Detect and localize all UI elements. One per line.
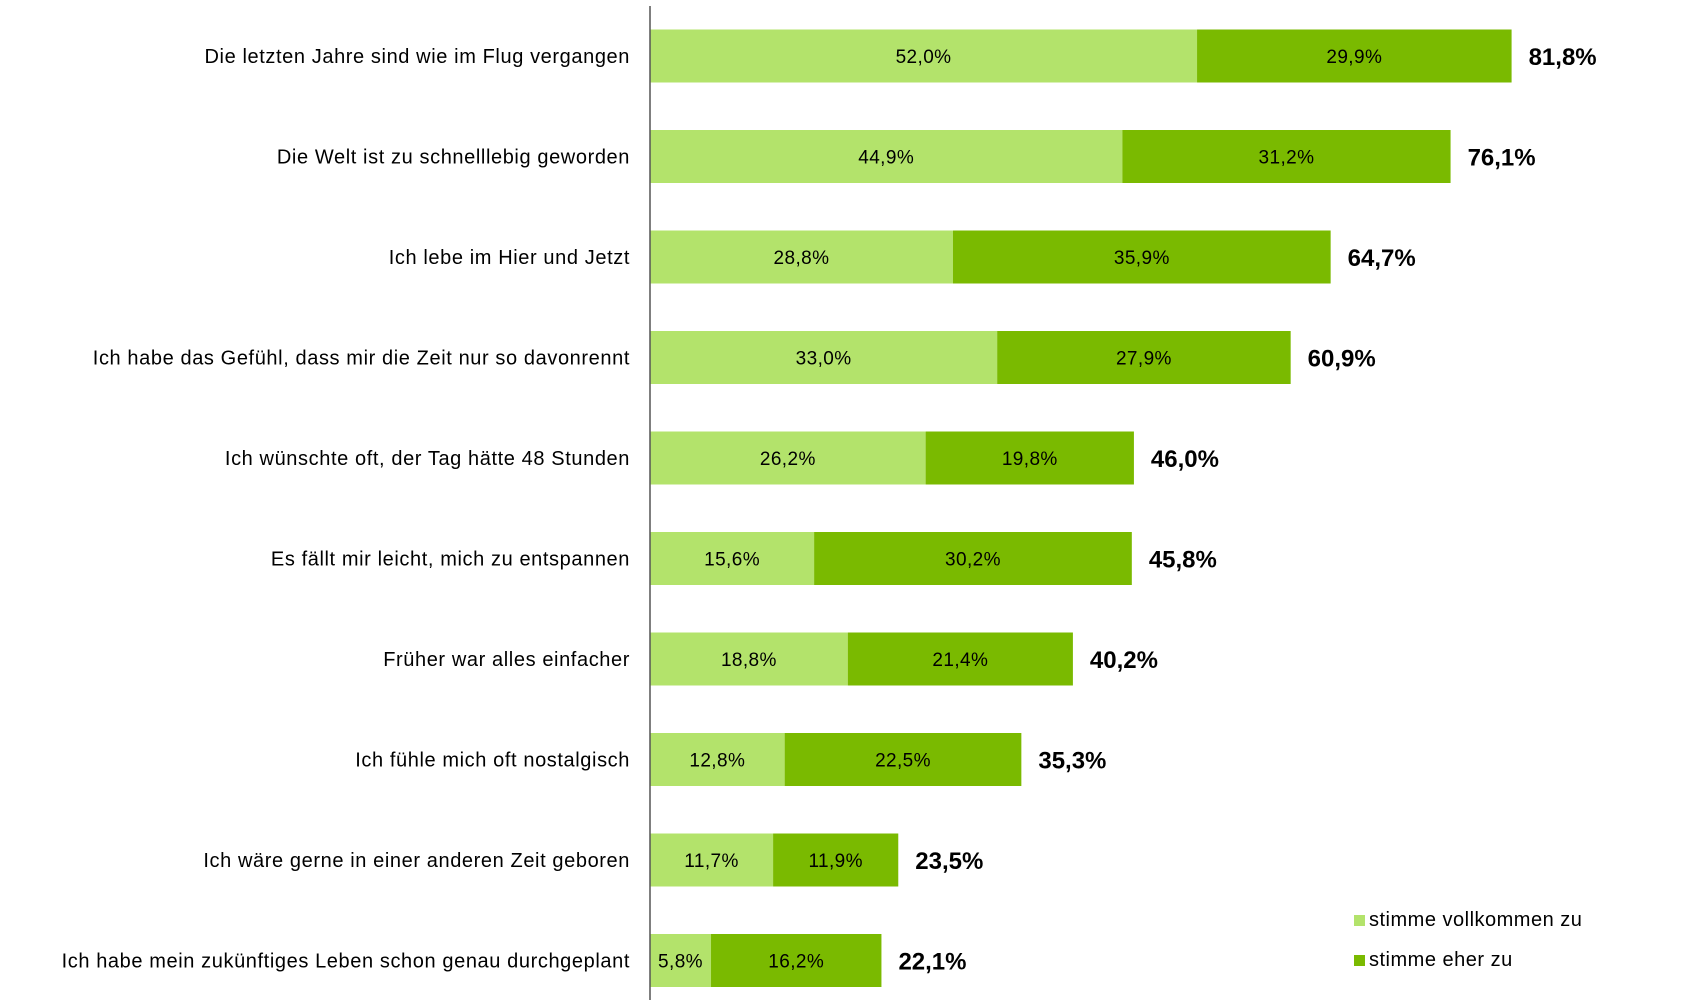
bar-segment-eher <box>847 632 1073 686</box>
bar-data-label: 16,2% <box>768 952 824 973</box>
bar-data-label: 12,8% <box>689 751 745 772</box>
bar-segment-vollkommen <box>650 733 785 786</box>
bar-segment-eher <box>784 733 1022 786</box>
category-label: Ich wäre gerne in einer anderen Zeit geb… <box>203 850 630 872</box>
bar-data-label: 35,9% <box>1114 248 1170 269</box>
legend-swatch <box>1354 955 1365 966</box>
category-label: Es fällt mir leicht, mich zu entspannen <box>271 549 630 571</box>
bar-segment-eher <box>1197 29 1512 83</box>
bar-total-label: 76,1% <box>1468 145 1536 172</box>
bar-data-label: 28,8% <box>774 248 830 269</box>
legend-swatch <box>1354 915 1365 926</box>
bar-total-label: 81,8% <box>1529 44 1597 71</box>
bar-total-label: 46,0% <box>1151 446 1219 473</box>
bar-total-label: 45,8% <box>1149 547 1217 574</box>
category-label: Ich fühle mich oft nostalgisch <box>355 750 630 772</box>
bar-total-label: 64,7% <box>1348 245 1416 272</box>
bar-segment-eher <box>711 934 882 987</box>
bar-data-label: 5,8% <box>658 952 703 973</box>
bar-segment-vollkommen <box>650 331 998 384</box>
bar-data-label: 31,2% <box>1259 148 1315 169</box>
bar-segment-eher <box>814 532 1132 585</box>
bar-area: 52,0% 29,9% 81,8% 44,9% 31,2% 76,1% 28,8% 35,9%… <box>650 29 1597 987</box>
bar-data-label: 26,2% <box>760 449 816 470</box>
bar-data-label: 30,2% <box>945 550 1001 571</box>
bar-segment-vollkommen <box>650 833 774 887</box>
bar-total-label: 22,1% <box>898 949 966 976</box>
bar-segment-eher <box>952 230 1331 284</box>
bar-data-label: 22,5% <box>875 751 931 772</box>
bar-data-label: 19,8% <box>1002 449 1058 470</box>
bar-data-label: 11,9% <box>808 851 862 872</box>
bar-total-label: 60,9% <box>1308 346 1376 373</box>
bar-segment-vollkommen <box>650 532 815 585</box>
category-label: Die Welt ist zu schnelllebig geworden <box>277 147 630 169</box>
category-label: Ich lebe im Hier und Jetzt <box>389 247 630 269</box>
category-label: Ich habe das Gefühl, dass mir die Zeit n… <box>93 348 630 370</box>
bar-segment-vollkommen <box>650 130 1123 183</box>
bar-segment-vollkommen <box>650 230 953 284</box>
bar-data-label: 21,4% <box>932 650 988 671</box>
category-label: Ich habe mein zukünftiges Leben schon ge… <box>62 951 630 973</box>
bar-segment-eher <box>773 833 899 887</box>
bar-data-label: 52,0% <box>896 47 952 68</box>
bar-data-label: 11,7% <box>684 851 738 872</box>
bar-data-label: 18,8% <box>721 650 777 671</box>
bar-segment-eher <box>925 431 1134 485</box>
bar-data-label: 27,9% <box>1116 349 1172 370</box>
legend: stimme vollkommen zu stimme eher zu <box>1354 909 1582 971</box>
category-label: Ich wünschte oft, der Tag hätte 48 Stund… <box>225 448 630 470</box>
legend-label: stimme eher zu <box>1369 949 1513 971</box>
bar-total-label: 40,2% <box>1090 647 1158 674</box>
bar-total-label: 35,3% <box>1038 748 1106 775</box>
bar-data-label: 33,0% <box>796 349 852 370</box>
category-label: Die letzten Jahre sind wie im Flug verga… <box>205 46 631 68</box>
bar-data-label: 44,9% <box>858 148 914 169</box>
bar-segment-vollkommen <box>650 431 926 485</box>
bar-segment-eher <box>1122 130 1451 183</box>
bar-total-label: 23,5% <box>915 848 983 875</box>
category-label: Früher war alles einfacher <box>383 649 630 671</box>
bar-segment-vollkommen <box>650 29 1198 83</box>
bar-segment-vollkommen <box>650 632 848 686</box>
category-labels: Die letzten Jahre sind wie im Flug verga… <box>62 46 630 973</box>
bar-data-label: 15,6% <box>704 550 760 571</box>
bar-data-label: 29,9% <box>1326 47 1382 68</box>
bar-segment-vollkommen <box>650 934 712 987</box>
bar-segment-eher <box>997 331 1291 384</box>
legend-label: stimme vollkommen zu <box>1369 909 1582 931</box>
